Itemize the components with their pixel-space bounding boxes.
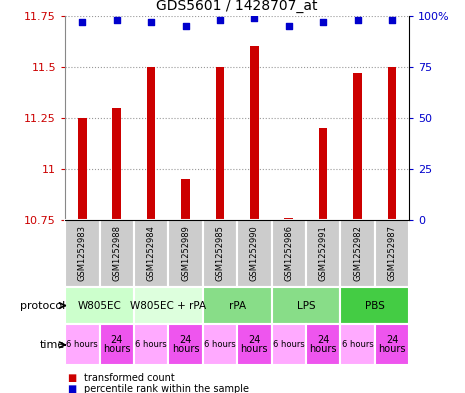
Point: [388, 17, 396, 23]
Bar: [65, 220, 100, 287]
Bar: [272, 324, 306, 365]
Bar: [65, 324, 100, 365]
Text: GSM1252987: GSM1252987: [387, 226, 397, 281]
Text: 24
hours: 24 hours: [103, 335, 131, 354]
Text: transformed count: transformed count: [84, 373, 174, 383]
Bar: [237, 220, 272, 287]
Text: GSM1252985: GSM1252985: [215, 226, 225, 281]
Bar: [306, 220, 340, 287]
Text: time: time: [40, 340, 65, 350]
Bar: [272, 287, 340, 324]
Text: 6 hours: 6 hours: [135, 340, 167, 349]
Text: W805EC: W805EC: [78, 301, 121, 310]
Text: 24
hours: 24 hours: [378, 335, 406, 354]
Text: 24
hours: 24 hours: [240, 335, 268, 354]
Point: [285, 23, 292, 29]
Text: PBS: PBS: [365, 301, 385, 310]
Bar: [100, 220, 134, 287]
Point: [251, 15, 258, 21]
Bar: [272, 220, 306, 287]
Text: GSM1252990: GSM1252990: [250, 226, 259, 281]
Text: ■: ■: [67, 384, 77, 393]
Bar: [388, 67, 396, 220]
Text: GSM1252991: GSM1252991: [319, 226, 328, 281]
Point: [319, 19, 327, 25]
Text: percentile rank within the sample: percentile rank within the sample: [84, 384, 249, 393]
Bar: [134, 287, 203, 324]
Text: GSM1252986: GSM1252986: [284, 226, 293, 281]
Bar: [100, 324, 134, 365]
Text: GSM1252984: GSM1252984: [146, 226, 156, 281]
Point: [216, 17, 224, 23]
Bar: [203, 220, 237, 287]
Bar: [340, 324, 375, 365]
Point: [147, 19, 155, 25]
Text: 24
hours: 24 hours: [309, 335, 337, 354]
Point: [182, 23, 189, 29]
Bar: [134, 220, 168, 287]
Text: 6 hours: 6 hours: [342, 340, 373, 349]
Bar: [113, 108, 121, 220]
Text: GSM1252988: GSM1252988: [112, 226, 121, 281]
Bar: [306, 324, 340, 365]
Bar: [168, 220, 203, 287]
Bar: [168, 324, 203, 365]
Point: [113, 17, 120, 23]
Text: protocol: protocol: [20, 301, 65, 310]
Bar: [147, 67, 155, 220]
Bar: [216, 67, 224, 220]
Bar: [237, 324, 272, 365]
Point: [354, 17, 361, 23]
Text: rPA: rPA: [229, 301, 246, 310]
Bar: [340, 220, 375, 287]
Bar: [285, 218, 293, 220]
Bar: [65, 287, 134, 324]
Bar: [78, 118, 86, 220]
Text: 24
hours: 24 hours: [172, 335, 199, 354]
Text: GSM1252989: GSM1252989: [181, 226, 190, 281]
Bar: [203, 287, 272, 324]
Text: 6 hours: 6 hours: [66, 340, 98, 349]
Text: W805EC + rPA: W805EC + rPA: [130, 301, 206, 310]
Bar: [250, 46, 259, 220]
Text: 6 hours: 6 hours: [204, 340, 236, 349]
Text: ■: ■: [67, 373, 77, 383]
Bar: [340, 287, 409, 324]
Bar: [319, 128, 327, 220]
Bar: [375, 324, 409, 365]
Text: 6 hours: 6 hours: [273, 340, 305, 349]
Point: [79, 19, 86, 25]
Text: GSM1252982: GSM1252982: [353, 226, 362, 281]
Text: GSM1252983: GSM1252983: [78, 226, 87, 281]
Bar: [203, 324, 237, 365]
Text: LPS: LPS: [297, 301, 315, 310]
Title: GDS5601 / 1428707_at: GDS5601 / 1428707_at: [156, 0, 318, 13]
Bar: [181, 179, 190, 220]
Bar: [134, 324, 168, 365]
Bar: [375, 220, 409, 287]
Bar: [353, 73, 362, 220]
